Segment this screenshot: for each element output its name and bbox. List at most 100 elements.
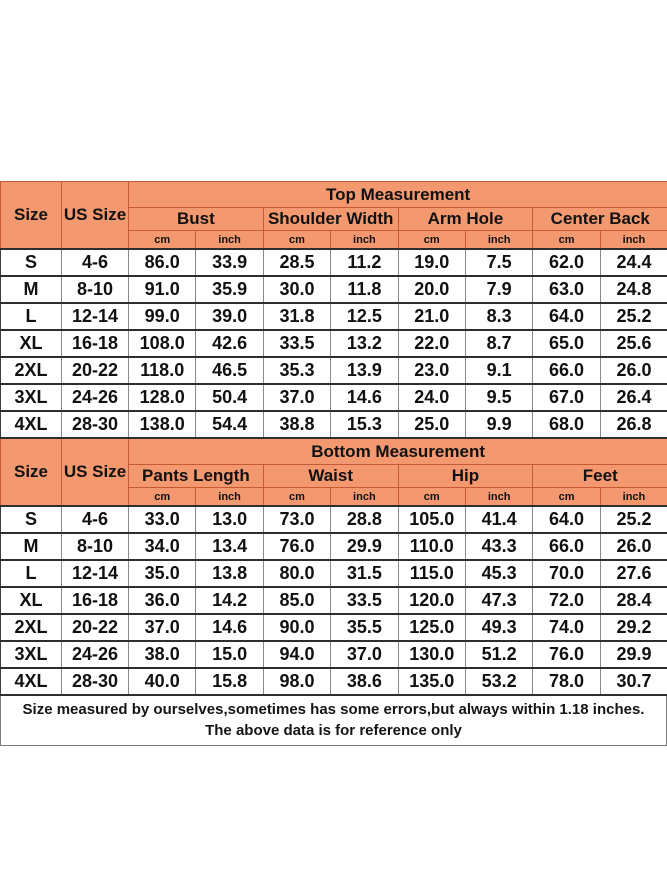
measurement-value: 130.0 — [397, 640, 466, 669]
measurement-value: 7.5 — [464, 248, 534, 277]
unit-header-cm: cm — [397, 230, 466, 250]
measurement-value: 54.4 — [195, 410, 264, 439]
unit-header-inch: inch — [195, 230, 264, 250]
size-value: S — [0, 505, 62, 534]
size-value: M — [0, 275, 62, 304]
table-row: 4XL 28-30 138.0 54.4 38.8 15.3 25.0 9.9 68.0 26.8 — [0, 410, 667, 439]
measurement-value: 64.0 — [532, 505, 601, 534]
table-row: 2XL 20-22 37.0 14.6 90.0 35.5 125.0 49.3 74.0 29.… — [0, 613, 667, 642]
measurement-value: 25.2 — [599, 505, 667, 534]
measurement-value: 26.4 — [599, 383, 667, 412]
us-size-value: 28-30 — [61, 410, 129, 439]
measurement-value: 31.5 — [330, 559, 399, 588]
us-size-column-header: US Size — [61, 181, 129, 250]
us-size-column-header: US Size — [61, 437, 129, 507]
us-size-value: 24-26 — [61, 640, 129, 669]
measurement-value: 76.0 — [262, 532, 332, 561]
us-size-value: 28-30 — [61, 667, 129, 696]
unit-header-inch: inch — [195, 487, 264, 507]
unit-header-cm: cm — [127, 487, 197, 507]
measurement-value: 70.0 — [532, 559, 601, 588]
measurement-value: 26.0 — [599, 356, 667, 385]
measurement-value: 105.0 — [397, 505, 466, 534]
measurement-value: 36.0 — [127, 586, 197, 615]
size-value: 4XL — [0, 667, 62, 696]
measurement-value: 115.0 — [397, 559, 466, 588]
measurement-value: 29.2 — [599, 613, 667, 642]
measurement-value: 76.0 — [532, 640, 601, 669]
us-size-value: 4-6 — [61, 505, 129, 534]
measure-group-header: Center Back — [532, 207, 667, 231]
measurement-value: 24.0 — [397, 383, 466, 412]
measurement-value: 8.3 — [464, 302, 534, 331]
size-value: L — [0, 559, 62, 588]
unit-header-inch: inch — [464, 487, 534, 507]
measurement-value: 15.3 — [330, 410, 399, 439]
measurement-value: 15.8 — [195, 667, 264, 696]
measurement-value: 35.3 — [262, 356, 332, 385]
measurement-value: 80.0 — [262, 559, 332, 588]
size-value: 3XL — [0, 383, 62, 412]
measurement-value: 20.0 — [397, 275, 466, 304]
table-row: L 12-14 35.0 13.8 80.0 31.5 115.0 45.3 70.0 27.6 — [0, 559, 667, 588]
us-size-value: 20-22 — [61, 613, 129, 642]
measurement-value: 63.0 — [532, 275, 601, 304]
measurement-value: 28.5 — [262, 248, 332, 277]
us-size-value: 12-14 — [61, 559, 129, 588]
measurement-value: 40.0 — [127, 667, 197, 696]
measurement-value: 41.4 — [464, 505, 534, 534]
measurement-value: 11.2 — [330, 248, 399, 277]
unit-row: cm inch cm inch cm inch cm inch — [1, 487, 667, 507]
measurement-value: 29.9 — [599, 640, 667, 669]
table-row: XL 16-18 108.0 42.6 33.5 13.2 22.0 8.7 65.0 25.6 — [0, 329, 667, 358]
measurement-value: 118.0 — [127, 356, 197, 385]
measurement-value: 74.0 — [532, 613, 601, 642]
table-row: M 8-10 34.0 13.4 76.0 29.9 110.0 43.3 66.0 26.0 — [0, 532, 667, 561]
measure-group-header: Feet — [532, 464, 667, 488]
size-value: S — [0, 248, 62, 277]
measurement-value: 66.0 — [532, 532, 601, 561]
measurement-value: 38.6 — [330, 667, 399, 696]
measurement-value: 37.0 — [127, 613, 197, 642]
measurement-value: 26.8 — [599, 410, 667, 439]
unit-header-inch: inch — [464, 230, 534, 250]
measurement-value: 13.9 — [330, 356, 399, 385]
section-header-row: Size US Size Bottom Measurement — [0, 437, 667, 507]
measurement-value: 49.3 — [464, 613, 534, 642]
size-column-header: Size — [0, 181, 62, 250]
unit-header-cm: cm — [127, 230, 197, 250]
measure-group-header: Arm Hole — [397, 207, 534, 231]
measure-group-header: Pants Length — [128, 464, 264, 488]
measurement-value: 35.0 — [127, 559, 197, 588]
measurement-value: 35.9 — [195, 275, 264, 304]
size-chart-table: Size US Size Top Measurement Bust Shoulder W… — [0, 181, 667, 696]
measurement-value: 99.0 — [127, 302, 197, 331]
footer-line-2: The above data is for reference only — [205, 722, 462, 739]
measurement-value: 33.5 — [330, 586, 399, 615]
measurement-value: 38.8 — [262, 410, 332, 439]
measurement-value: 90.0 — [262, 613, 332, 642]
section-title: Top Measurement — [127, 181, 667, 208]
measurement-value: 98.0 — [262, 667, 332, 696]
measurement-value: 9.1 — [464, 356, 534, 385]
measurement-value: 35.5 — [330, 613, 399, 642]
measurement-value: 34.0 — [127, 532, 197, 561]
measurement-value: 73.0 — [262, 505, 332, 534]
measurement-value: 47.3 — [464, 586, 534, 615]
measurement-value: 66.0 — [532, 356, 601, 385]
measurement-value: 29.9 — [330, 532, 399, 561]
measurement-value: 13.8 — [195, 559, 264, 588]
measurement-value: 14.6 — [330, 383, 399, 412]
measurement-value: 24.4 — [599, 248, 667, 277]
unit-header-cm: cm — [532, 487, 601, 507]
measurement-value: 30.0 — [262, 275, 332, 304]
us-size-value: 4-6 — [61, 248, 129, 277]
unit-header-cm: cm — [262, 487, 332, 507]
measurement-value: 12.5 — [330, 302, 399, 331]
measurement-value: 51.2 — [464, 640, 534, 669]
measurement-value: 27.6 — [599, 559, 667, 588]
us-size-value: 12-14 — [61, 302, 129, 331]
measure-group-header: Shoulder Width — [262, 207, 399, 231]
unit-header-inch: inch — [330, 487, 399, 507]
measurement-value: 33.5 — [262, 329, 332, 358]
